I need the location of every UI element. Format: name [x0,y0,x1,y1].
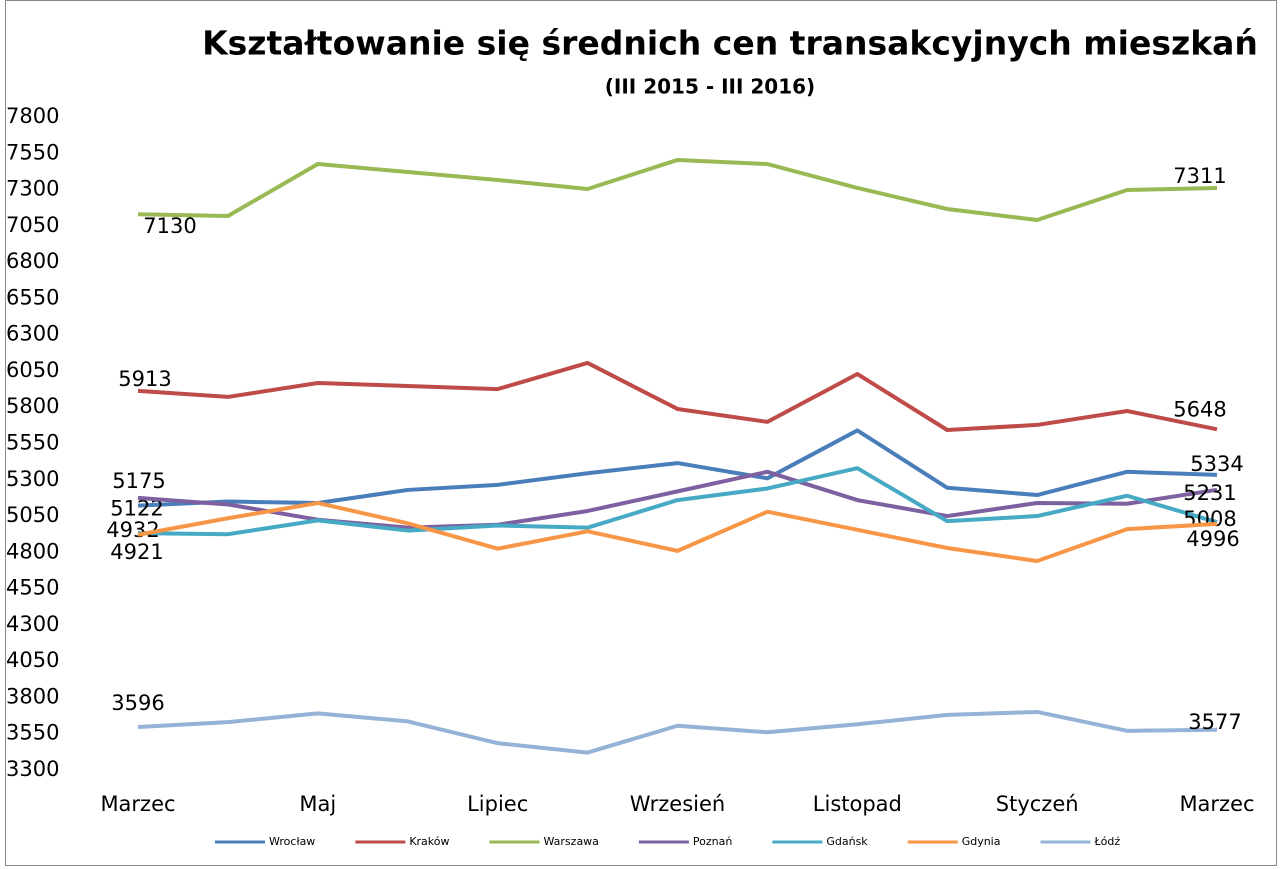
y-tick-label: 7050 [6,213,59,237]
legend-label: Warszawa [544,835,599,848]
data-label: 4921 [110,540,163,564]
series-line [137,360,1218,433]
y-tick-label: 7550 [6,140,59,164]
series-line [137,466,1218,537]
y-tick-label: 6050 [6,358,59,382]
data-label: 5231 [1183,481,1236,505]
data-label: 5175 [112,469,165,493]
legend-label: Wrocław [269,835,315,848]
y-tick-label: 5550 [6,431,59,455]
y-tick-label: 6550 [6,285,59,309]
y-tick-label: 4050 [6,648,59,672]
data-label: 3596 [111,691,164,715]
legend-label: Gdańsk [826,835,868,848]
chart-title: Kształtowanie się średnich cen transakcy… [202,24,1258,63]
y-tick-label: 5050 [6,503,59,527]
x-tick-label: Listopad [813,792,902,816]
legend-label: Poznań [693,835,732,848]
y-tick-label: 7800 [6,104,59,128]
y-tick-label: 3550 [6,721,59,745]
y-tick-label: 5300 [6,467,59,491]
x-tick-label: Marzec [100,792,175,816]
x-tick-label: Styczeń [996,792,1079,816]
y-tick-label: 4550 [6,576,59,600]
data-label: 3577 [1188,710,1241,734]
data-label: 7311 [1173,164,1226,188]
data-label: 5334 [1190,452,1243,476]
legend-label: Kraków [409,835,449,848]
series-line [137,157,1218,223]
data-label: 7130 [143,214,196,238]
y-tick-label: 4800 [6,539,59,563]
series-line [137,709,1218,755]
y-tick-label: 6300 [6,322,59,346]
x-tick-label: Lipiec [467,792,528,816]
x-tick-label: Maj [299,792,336,816]
y-tick-label: 4300 [6,612,59,636]
data-label: 5648 [1173,397,1226,421]
data-label: 5913 [118,367,171,391]
y-tick-label: 3800 [6,684,59,708]
x-tick-label: Marzec [1179,792,1254,816]
y-tick-label: 6800 [6,249,59,273]
data-label: 4996 [1186,527,1239,551]
x-tick-label: Wrzesień [630,792,725,816]
y-tick-label: 5800 [6,394,59,418]
chart-subtitle: (III 2015 - III 2016) [605,75,815,99]
data-label: 4932 [106,518,159,542]
legend-label: Gdynia [962,835,1001,848]
y-tick-label: 3300 [6,757,59,781]
legend-label: Łódź [1093,835,1120,848]
series-line [137,500,1218,564]
y-tick-label: 7300 [6,177,59,201]
